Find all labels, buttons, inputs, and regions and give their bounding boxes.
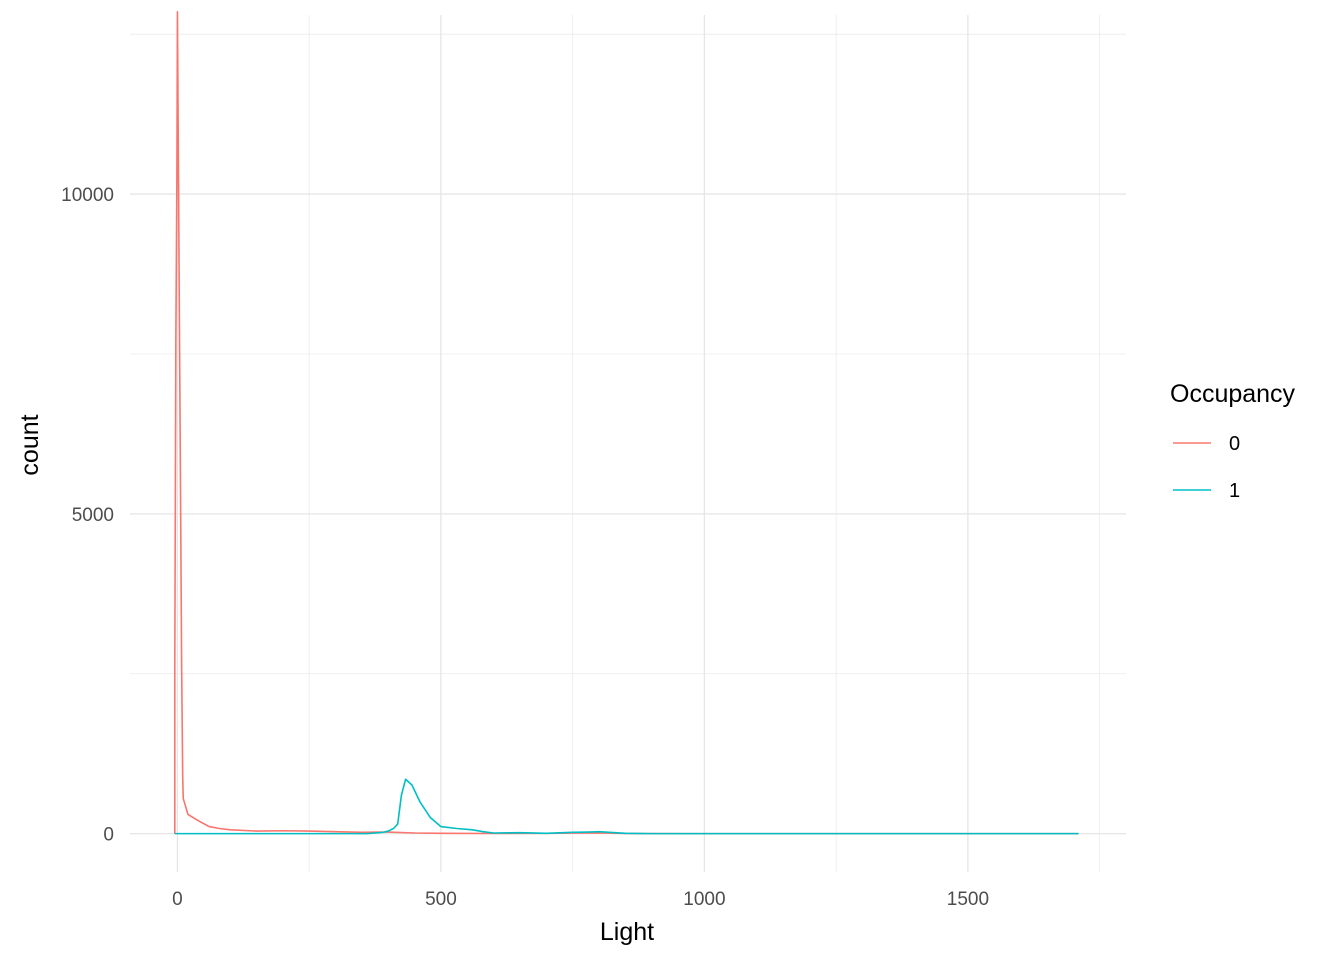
x-tick-label: 500: [425, 889, 457, 910]
y-tick-label: 5000: [72, 505, 114, 526]
x-axis-title: Light: [600, 918, 654, 946]
x-tick-label: 1500: [947, 889, 989, 910]
legend: Occupancy 01: [1170, 380, 1296, 502]
legend-label-1: 1: [1229, 480, 1240, 502]
y-tick-label: 10000: [61, 185, 114, 206]
series-line-0: [173, 11, 1079, 835]
y-axis-title: count: [16, 414, 44, 475]
y-tick-labels: 0 5000 10000: [61, 185, 114, 846]
grid: [130, 15, 1126, 872]
series-layer: [173, 11, 1079, 835]
legend-title: Occupancy: [1170, 380, 1296, 408]
series-line-1: [174, 778, 1079, 835]
x-tick-labels: 0 500 1000 1500: [172, 889, 989, 910]
legend-label-0: 0: [1229, 433, 1240, 455]
legend-items: 01: [1173, 433, 1240, 502]
x-tick-label: 1000: [683, 889, 725, 910]
y-tick-label: 0: [103, 825, 114, 846]
x-tick-label: 0: [172, 889, 183, 910]
